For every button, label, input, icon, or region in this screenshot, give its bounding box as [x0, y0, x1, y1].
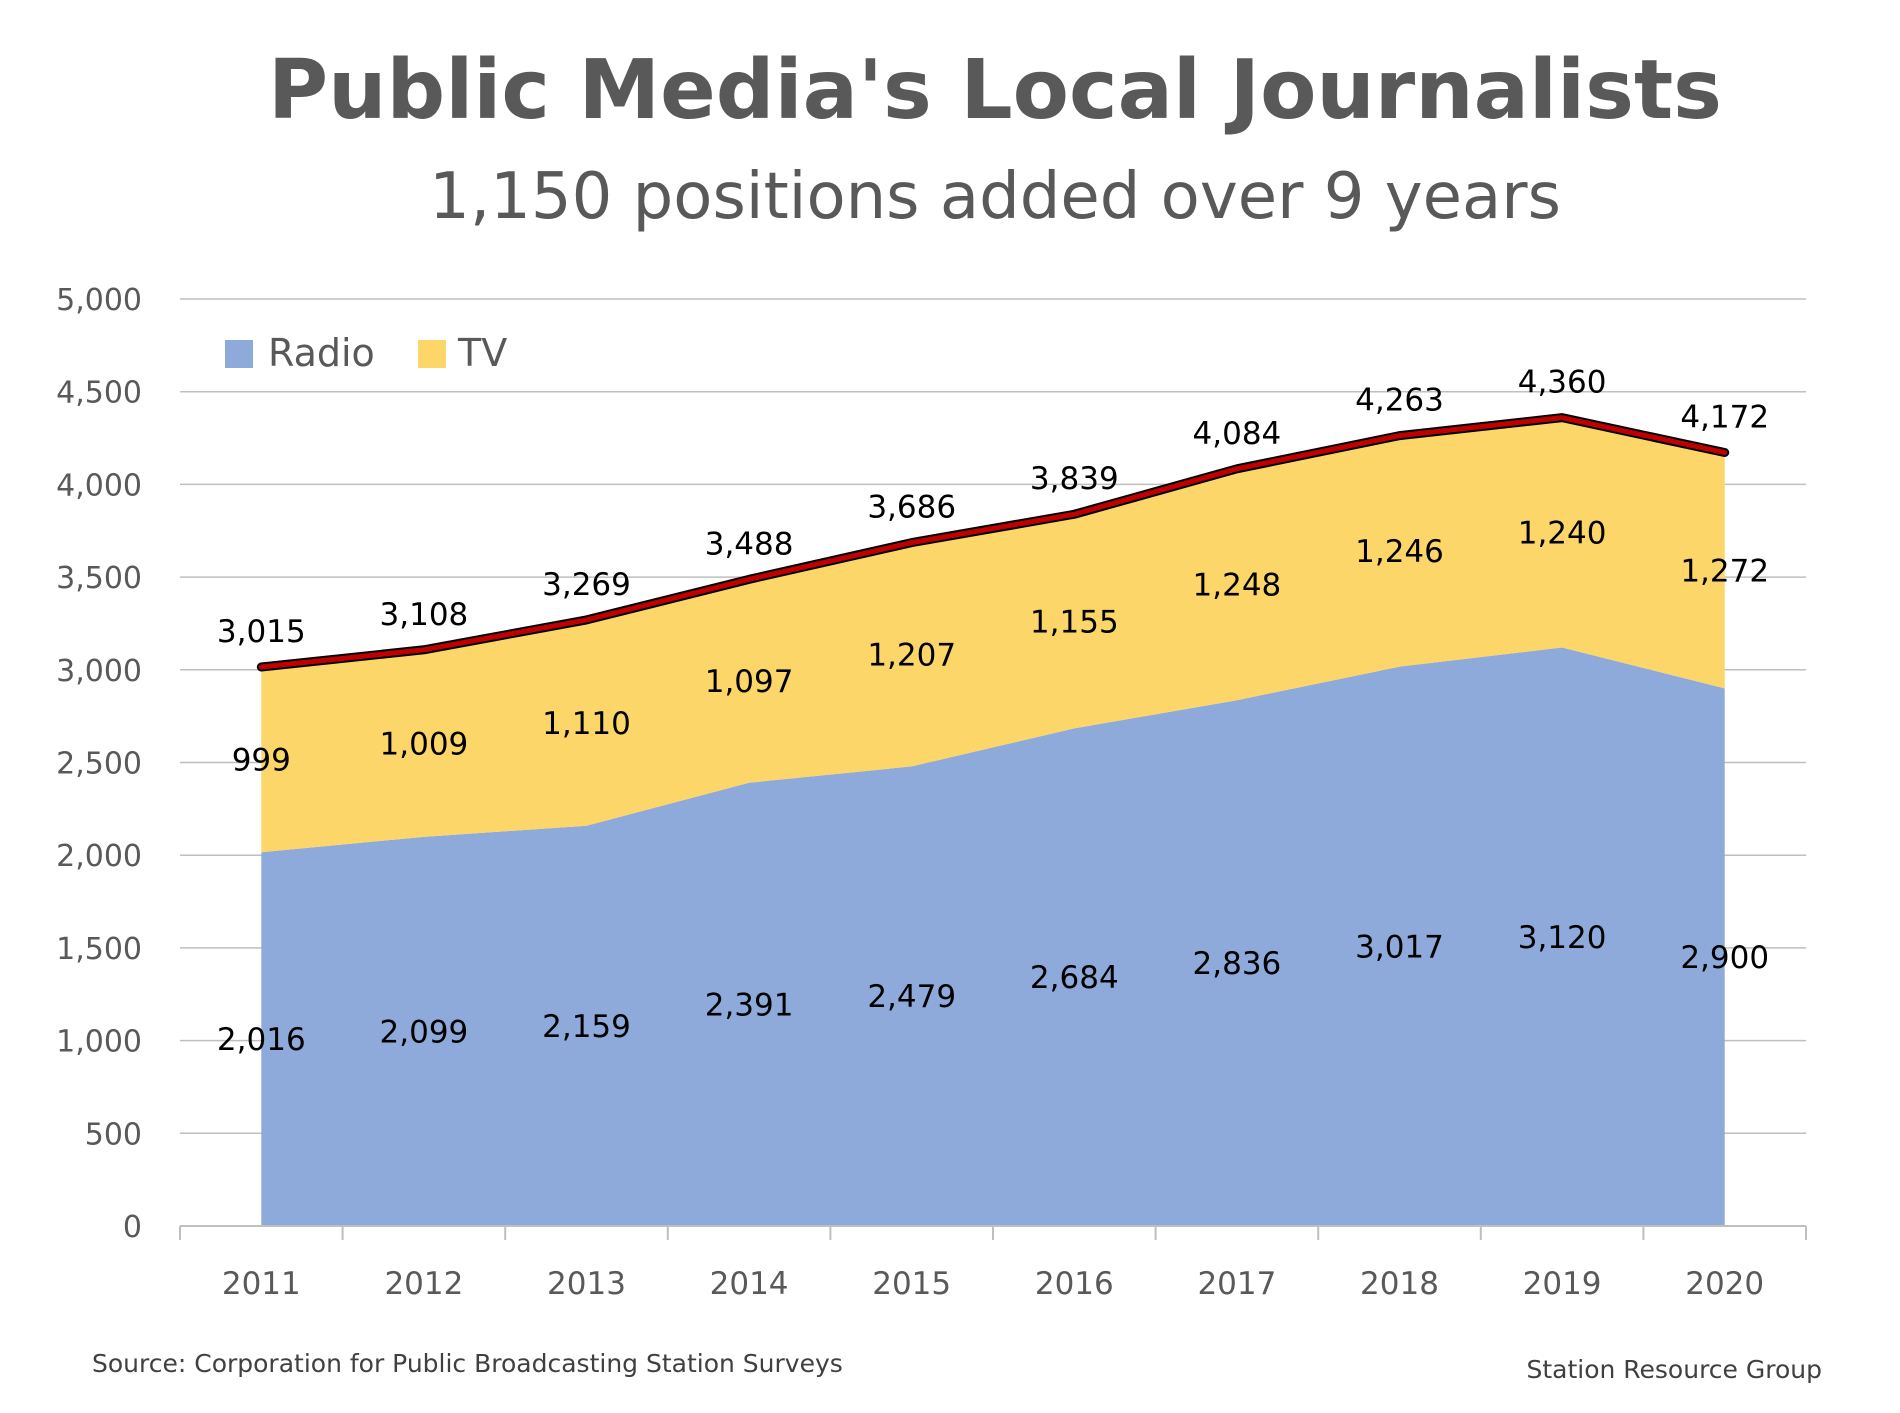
tv-area	[261, 417, 1725, 853]
data-labels: 3,015 999 2,016 3,108 1,009 2,099 3,269 1,110 2,…	[217, 365, 1769, 1058]
y-tick-label: 500	[85, 1117, 142, 1152]
total-data-label: 4,172	[1680, 400, 1769, 436]
axes: 0 500 1,000 1,500 2,000 2,500 3,000 3,500 4,000 4…	[56, 283, 1807, 1302]
x-tick-label: 2016	[1035, 1266, 1114, 1302]
radio-data-label: 2,900	[1680, 940, 1769, 976]
radio-data-label: 2,391	[705, 987, 794, 1023]
x-tick-label: 2018	[1360, 1266, 1439, 1302]
chart-title: Public Media's Local Journalists	[268, 43, 1722, 138]
tv-data-label: 1,248	[1193, 568, 1282, 604]
tv-data-label: 1,155	[1030, 604, 1119, 640]
y-tick-label: 3,000	[56, 654, 142, 689]
radio-data-label: 2,684	[1030, 960, 1119, 996]
legend-swatch-tv	[418, 340, 446, 368]
radio-data-label: 3,017	[1355, 929, 1444, 965]
x-tick-label: 2011	[222, 1266, 301, 1302]
credit-note: Station Resource Group	[1526, 1355, 1822, 1384]
x-tick-label: 2014	[710, 1266, 789, 1302]
y-tick-label: 1,500	[56, 932, 142, 967]
radio-data-label: 2,099	[380, 1014, 469, 1050]
tv-data-label: 1,097	[705, 664, 794, 700]
total-data-label: 4,084	[1193, 416, 1282, 452]
tv-data-label: 1,272	[1680, 553, 1769, 589]
plot-areas	[256, 413, 1730, 1226]
total-data-label: 3,269	[542, 567, 631, 603]
x-tick-label: 2012	[384, 1266, 463, 1302]
radio-area	[261, 647, 1725, 1226]
x-tick-label: 2020	[1685, 1266, 1764, 1302]
total-data-label: 3,108	[380, 597, 469, 633]
x-tick-label: 2017	[1197, 1266, 1276, 1302]
y-tick-label: 0	[123, 1210, 142, 1245]
radio-data-label: 3,120	[1518, 920, 1607, 956]
legend: Radio TV	[225, 331, 507, 375]
legend-label-radio: Radio	[268, 331, 375, 375]
y-tick-label: 5,000	[56, 283, 142, 318]
total-data-label: 3,488	[705, 526, 794, 562]
source-note: Source: Corporation for Public Broadcast…	[92, 1349, 843, 1378]
tv-data-label: 1,246	[1355, 534, 1444, 570]
y-tick-label: 2,000	[56, 839, 142, 874]
tv-data-label: 1,009	[380, 726, 469, 762]
total-data-label: 4,263	[1355, 383, 1444, 419]
x-tick-label: 2019	[1523, 1266, 1602, 1302]
legend-label-tv: TV	[457, 331, 507, 375]
radio-data-label: 2,836	[1193, 946, 1282, 982]
total-data-label: 3,686	[867, 490, 956, 526]
radio-data-label: 2,479	[867, 979, 956, 1015]
total-data-label: 3,015	[217, 614, 306, 650]
total-data-label: 3,839	[1030, 461, 1119, 497]
y-tick-label: 2,500	[56, 747, 142, 782]
tv-data-label: 999	[232, 743, 291, 779]
x-tick-label: 2013	[547, 1266, 626, 1302]
y-tick-label: 3,500	[56, 561, 142, 596]
total-data-label: 4,360	[1518, 365, 1607, 401]
total-line	[258, 415, 1728, 670]
y-tick-label: 1,000	[56, 1025, 142, 1060]
radio-data-label: 2,159	[542, 1009, 631, 1045]
radio-data-label: 2,016	[217, 1022, 306, 1058]
tv-data-label: 1,207	[867, 638, 956, 674]
chart-subtitle: 1,150 positions added over 9 years	[429, 160, 1561, 234]
legend-swatch-radio	[225, 340, 253, 368]
tv-data-label: 1,240	[1518, 516, 1607, 552]
tv-data-label: 1,110	[542, 706, 631, 742]
x-tick-label: 2015	[872, 1266, 951, 1302]
y-tick-label: 4,500	[56, 376, 142, 411]
y-tick-label: 4,000	[56, 468, 142, 503]
